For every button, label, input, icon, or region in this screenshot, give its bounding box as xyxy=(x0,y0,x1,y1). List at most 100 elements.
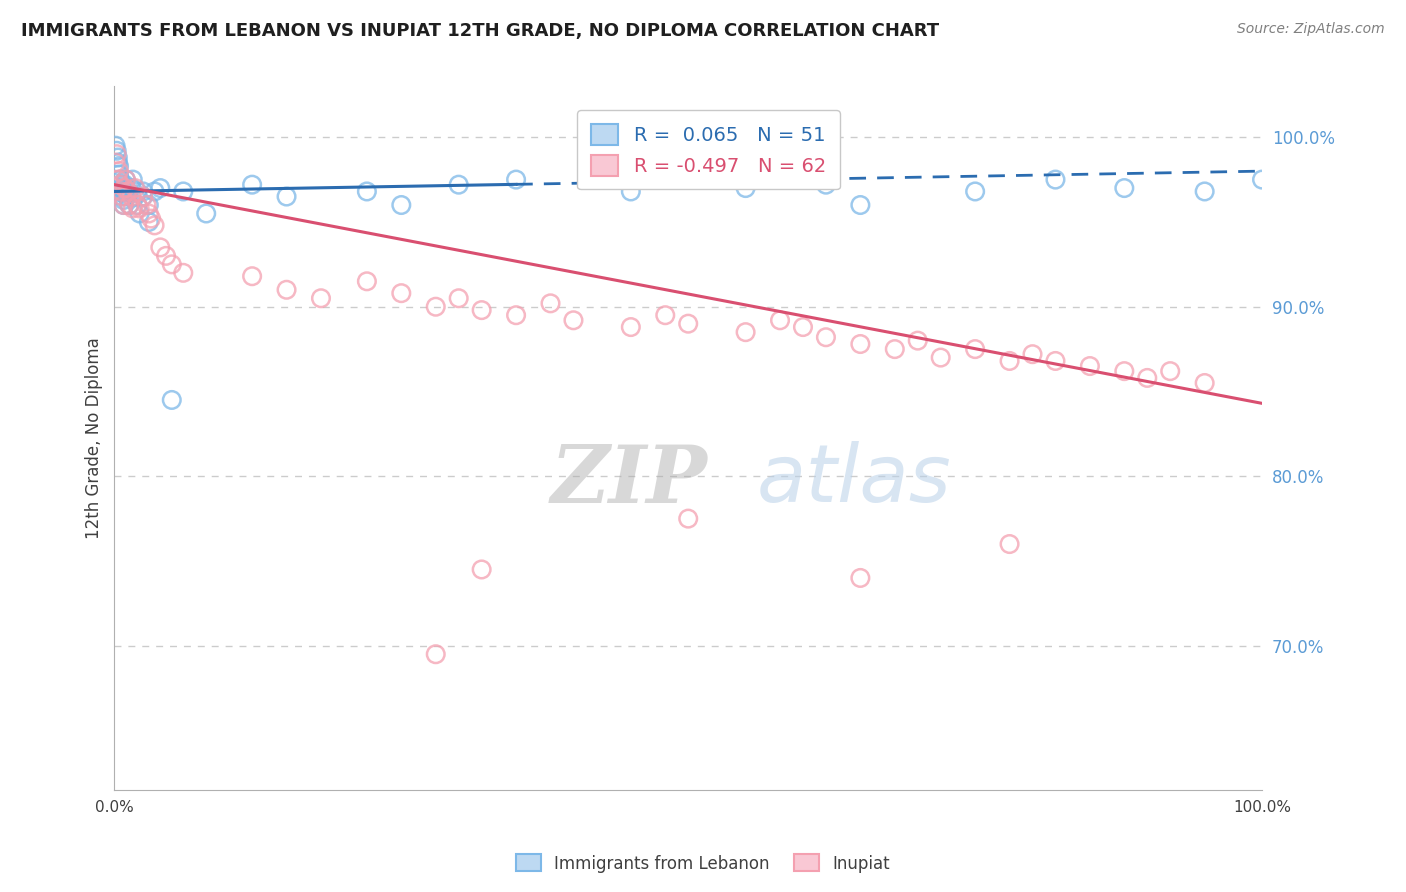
Point xyxy=(118,198,141,212)
Point xyxy=(849,571,872,585)
Text: Source: ZipAtlas.com: Source: ZipAtlas.com xyxy=(1237,22,1385,37)
Point xyxy=(814,330,837,344)
Point xyxy=(562,313,585,327)
Point xyxy=(108,172,131,186)
Point xyxy=(998,537,1021,551)
Point xyxy=(356,274,378,288)
Point xyxy=(114,178,136,192)
Point xyxy=(143,219,166,233)
Point xyxy=(104,138,127,153)
Point xyxy=(654,308,676,322)
Point xyxy=(734,181,756,195)
Point xyxy=(309,291,332,305)
Point xyxy=(108,164,131,178)
Point xyxy=(118,198,141,212)
Point xyxy=(1194,185,1216,199)
Point xyxy=(447,291,470,305)
Point xyxy=(115,181,138,195)
Point xyxy=(883,342,905,356)
Point xyxy=(121,172,143,186)
Point xyxy=(1045,354,1067,368)
Point xyxy=(1021,347,1043,361)
Point xyxy=(128,202,150,216)
Point xyxy=(1114,181,1136,195)
Point xyxy=(124,189,146,203)
Point xyxy=(540,296,562,310)
Point xyxy=(121,189,143,203)
Y-axis label: 12th Grade, No Diploma: 12th Grade, No Diploma xyxy=(86,337,103,539)
Point xyxy=(195,206,218,220)
Point xyxy=(620,185,643,199)
Point xyxy=(965,342,987,356)
Point xyxy=(121,181,143,195)
Point xyxy=(814,178,837,192)
Point xyxy=(149,240,172,254)
Point xyxy=(907,334,929,348)
Point xyxy=(138,206,160,220)
Point xyxy=(108,178,131,192)
Point xyxy=(115,172,138,186)
Point xyxy=(734,325,756,339)
Text: ZIP: ZIP xyxy=(551,442,707,519)
Point xyxy=(965,185,987,199)
Point xyxy=(107,172,129,186)
Point xyxy=(107,155,129,169)
Point xyxy=(124,181,146,195)
Text: IMMIGRANTS FROM LEBANON VS INUPIAT 12TH GRADE, NO DIPLOMA CORRELATION CHART: IMMIGRANTS FROM LEBANON VS INUPIAT 12TH … xyxy=(21,22,939,40)
Point xyxy=(128,206,150,220)
Point xyxy=(1136,371,1159,385)
Point xyxy=(425,300,447,314)
Point xyxy=(127,198,149,212)
Point xyxy=(132,185,155,199)
Point xyxy=(425,647,447,661)
Point xyxy=(1114,364,1136,378)
Point xyxy=(111,189,134,203)
Point xyxy=(108,168,131,182)
Point xyxy=(471,303,494,318)
Point xyxy=(117,185,139,199)
Point xyxy=(112,193,135,207)
Point xyxy=(447,178,470,192)
Point xyxy=(155,249,177,263)
Point xyxy=(240,269,263,284)
Point xyxy=(1078,359,1101,373)
Point xyxy=(115,189,138,203)
Point xyxy=(356,185,378,199)
Point xyxy=(172,266,194,280)
Point xyxy=(505,172,527,186)
Point xyxy=(127,185,149,199)
Point xyxy=(107,151,129,165)
Point xyxy=(389,286,412,301)
Point xyxy=(160,257,183,271)
Point xyxy=(620,320,643,334)
Point xyxy=(108,159,131,173)
Point xyxy=(111,189,134,203)
Point xyxy=(110,185,132,199)
Point xyxy=(110,185,132,199)
Point xyxy=(849,198,872,212)
Point xyxy=(1159,364,1181,378)
Point xyxy=(110,181,132,195)
Point xyxy=(676,317,699,331)
Point xyxy=(769,313,792,327)
Text: atlas: atlas xyxy=(756,442,952,519)
Point xyxy=(929,351,952,365)
Point xyxy=(1045,172,1067,186)
Point xyxy=(172,185,194,199)
Point xyxy=(389,198,412,212)
Point xyxy=(138,198,160,212)
Point xyxy=(998,354,1021,368)
Point xyxy=(139,211,162,226)
Point xyxy=(138,215,160,229)
Point xyxy=(505,308,527,322)
Point xyxy=(276,189,298,203)
Point xyxy=(676,511,699,525)
Point xyxy=(121,202,143,216)
Point xyxy=(105,147,128,161)
Point xyxy=(792,320,814,334)
Point xyxy=(471,562,494,576)
Point xyxy=(111,186,134,201)
Point xyxy=(143,185,166,199)
Point xyxy=(127,198,149,212)
Point xyxy=(160,392,183,407)
